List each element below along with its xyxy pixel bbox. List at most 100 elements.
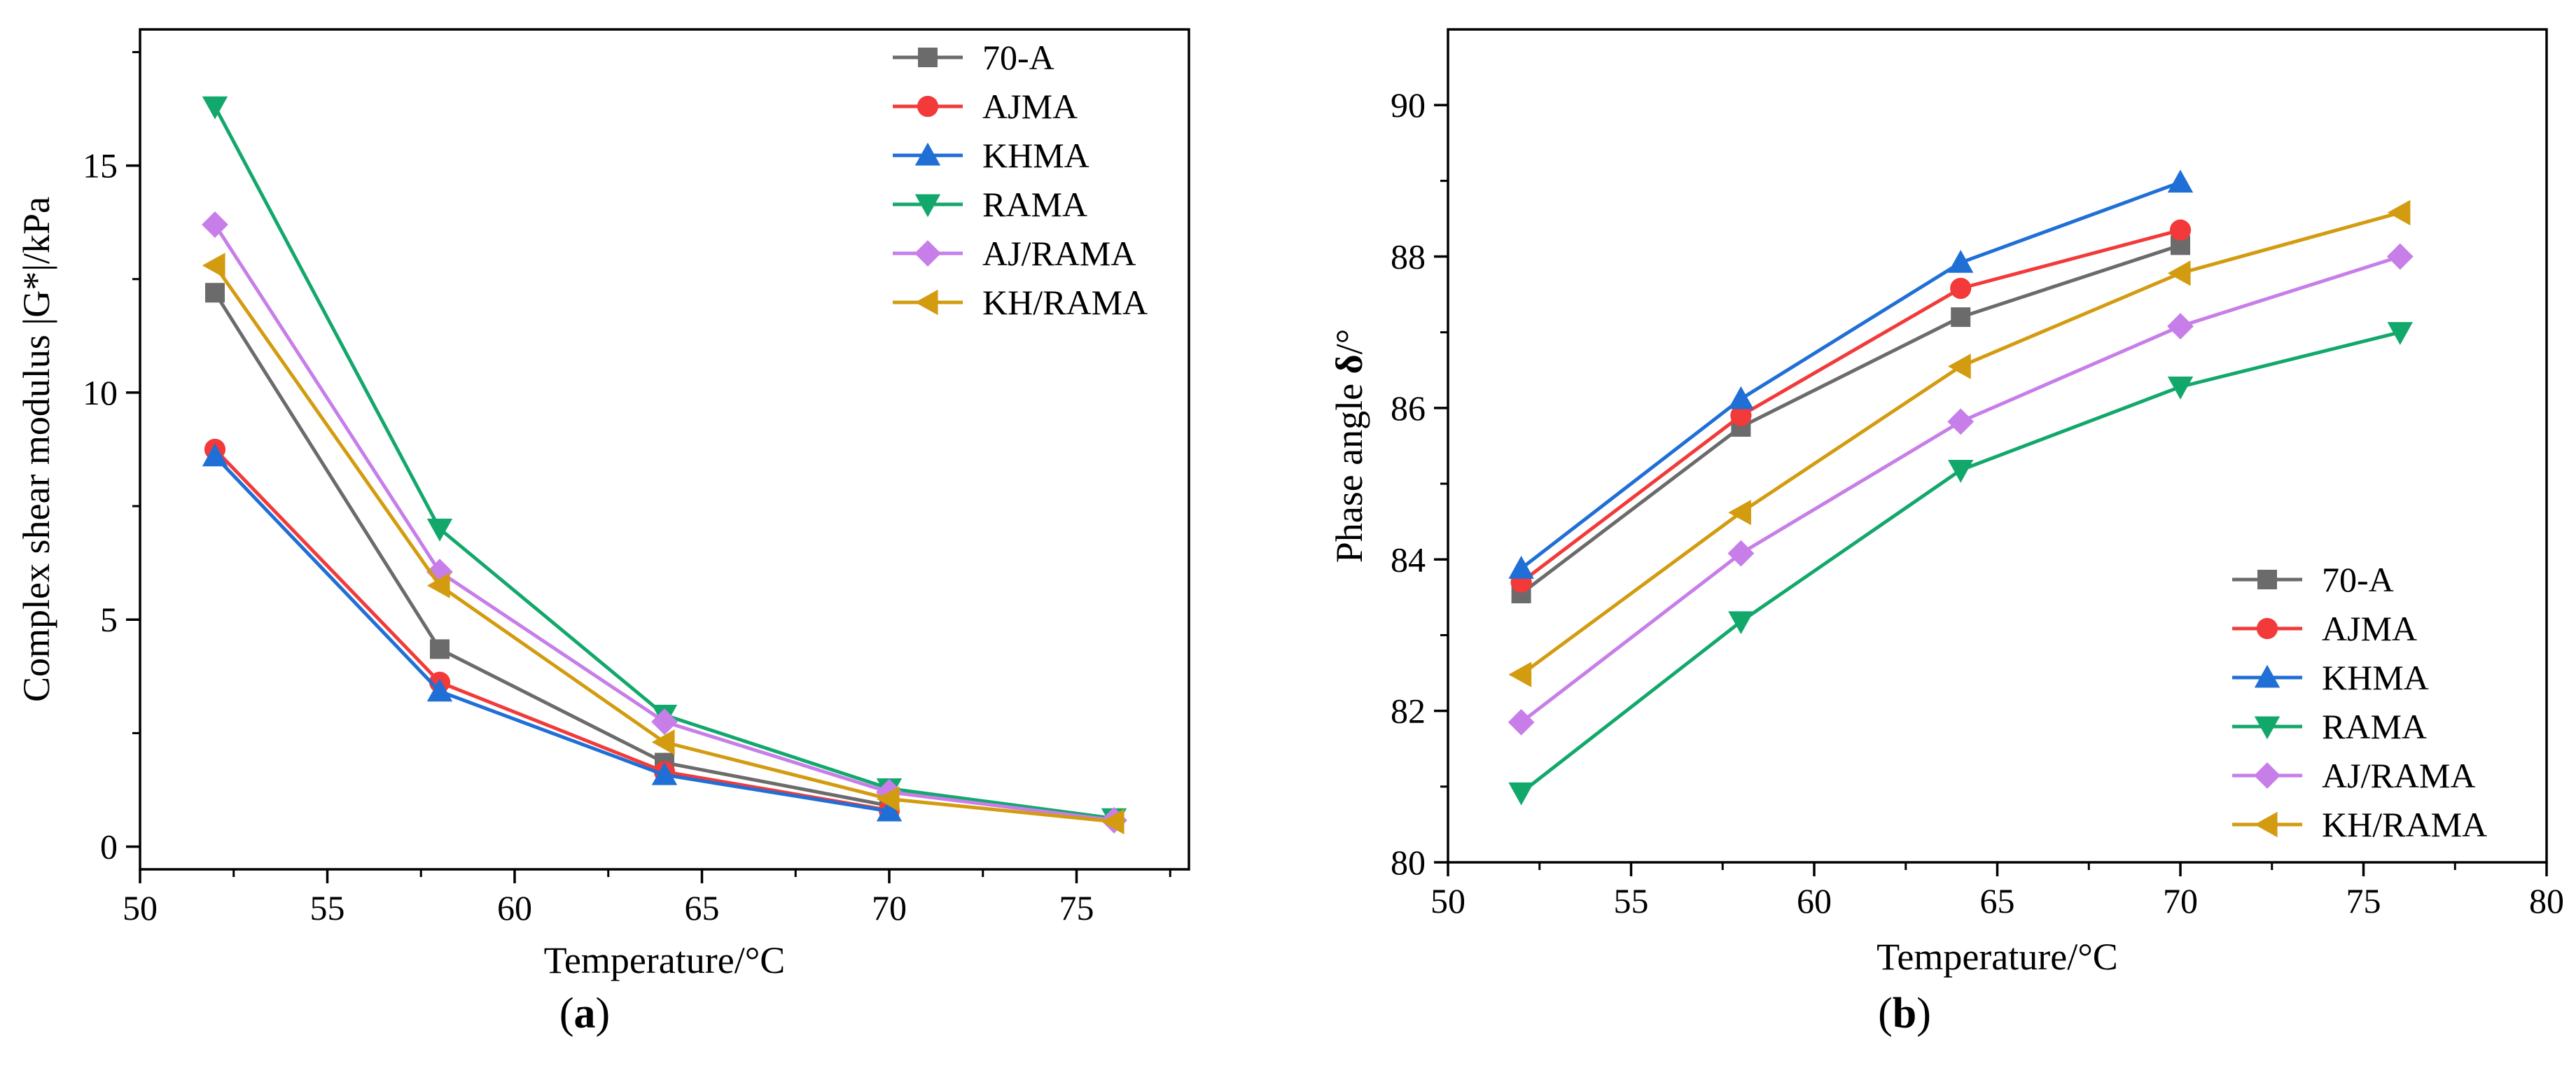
data-point [1951, 307, 1971, 328]
data-point [651, 708, 678, 736]
legend-label: AJMA [982, 87, 1078, 126]
data-point [2167, 169, 2194, 193]
y-tick-label: 88 [1391, 237, 1426, 276]
legend-label: RAMA [2322, 707, 2427, 746]
legend-label: RAMA [982, 185, 1087, 224]
chart-panel-b: 50 55 60 65 70 75 80 80 82 84 86 88 90 Temperature/°C… [1328, 28, 2564, 1037]
data-point [1728, 386, 1754, 409]
data-point [202, 443, 228, 467]
caption-close-paren: ) [1916, 990, 1931, 1037]
data-point [426, 573, 450, 598]
caption-letter: a [574, 990, 596, 1037]
data-point [2387, 322, 2413, 345]
data-point [2387, 199, 2411, 225]
data-point [1948, 353, 1971, 379]
y-tick-label: 10 [83, 373, 118, 412]
y-axis-title: Complex shear modulus |G*|/kPa [15, 197, 57, 702]
x-tick-label: 70 [872, 888, 907, 927]
series-khma [1508, 169, 2194, 579]
series-line [1520, 181, 2181, 570]
legend: 70-A AJMA KHMA RAMA AJ/RAMA KH/RAMA [893, 38, 1148, 322]
x-tick-label: 50 [1430, 881, 1465, 920]
data-point [202, 211, 228, 238]
data-point [1730, 405, 1752, 426]
x-axis-title: Temperature/°C [1877, 936, 2118, 978]
series-kh-rama [202, 253, 1125, 835]
legend-marker [2256, 617, 2278, 640]
y-tick-label: 0 [100, 827, 118, 867]
series-rama [1508, 322, 2413, 806]
caption-letter: b [1893, 990, 1916, 1037]
x-tick-label: 70 [2163, 881, 2198, 920]
x-tick-label: 75 [2346, 881, 2381, 920]
data-point [1508, 708, 1535, 736]
data-point [2167, 313, 2194, 339]
legend-label: AJ/RAMA [982, 234, 1136, 273]
series-line [214, 455, 890, 813]
legend: 70-A AJMA KHMA RAMA AJ/RAMA KH/RAMA [2232, 560, 2487, 844]
legend-marker [914, 240, 941, 267]
caption-open-paren: ( [559, 990, 574, 1037]
data-point [1508, 782, 1534, 806]
legend-label: 70-A [982, 38, 1054, 77]
x-tick-label: 50 [123, 888, 158, 927]
legend-marker [2254, 811, 2278, 838]
data-point [1508, 661, 1532, 687]
y-axis-title-unit: /° [1328, 329, 1370, 355]
series-kh-rama [1508, 199, 2411, 687]
x-tick-label: 65 [685, 888, 720, 927]
x-tick-label: 65 [1980, 881, 2015, 920]
data-point [1727, 540, 1755, 567]
y-tick-label: 5 [100, 600, 118, 639]
legend-label: KHMA [982, 136, 1089, 175]
legend-label: AJMA [2322, 609, 2417, 648]
chart-panel-a: 50 55 60 65 70 75 0 5 10 15 Temperature/°C Complex … [15, 28, 1190, 1037]
data-point [2167, 377, 2194, 400]
x-tick-label: 55 [310, 888, 345, 927]
panel-caption: (b) [1878, 990, 1931, 1037]
data-point [876, 798, 903, 822]
x-tick-label: 60 [1797, 881, 1832, 920]
legend-label: KHMA [2322, 658, 2429, 697]
x-axis-title: Temperature/°C [544, 939, 786, 981]
panel-caption: (a) [559, 990, 610, 1037]
series-line [1520, 243, 2181, 595]
x-tick-label: 80 [2529, 881, 2564, 920]
legend-marker [2254, 716, 2281, 740]
data-point [1728, 500, 1751, 526]
data-point [651, 762, 678, 785]
series-line [214, 448, 890, 813]
data-point [1948, 460, 1974, 483]
y-tick-label: 90 [1391, 85, 1426, 125]
data-point [1948, 250, 1974, 273]
series-line [213, 291, 890, 808]
data-point [1728, 611, 1754, 635]
data-point [1101, 808, 1125, 835]
x-tick-label: 55 [1614, 881, 1649, 920]
legend-marker [2254, 762, 2281, 789]
y-tick-label: 84 [1391, 540, 1426, 579]
series-aj-rama [1508, 243, 2414, 736]
y-tick-label: 82 [1391, 692, 1426, 731]
legend-label: KH/RAMA [982, 283, 1148, 322]
data-point [205, 283, 225, 303]
data-point [1950, 277, 1972, 300]
data-point [2169, 219, 2192, 241]
data-point [1947, 408, 1975, 435]
data-point [426, 518, 453, 542]
y-tick-label: 80 [1391, 843, 1426, 882]
y-tick-label: 86 [1391, 388, 1426, 428]
data-point [430, 639, 450, 659]
series-line [1520, 228, 2181, 584]
data-point [2386, 243, 2414, 270]
data-point [651, 729, 675, 755]
y-axis-title-symbol: δ [1328, 354, 1370, 374]
data-point [202, 96, 228, 120]
legend-marker [914, 194, 941, 218]
data-point [876, 786, 900, 812]
caption-close-paren: ) [596, 990, 611, 1037]
series-70-a [1511, 235, 2190, 603]
y-tick-label: 15 [83, 146, 118, 185]
legend-marker [914, 289, 938, 316]
